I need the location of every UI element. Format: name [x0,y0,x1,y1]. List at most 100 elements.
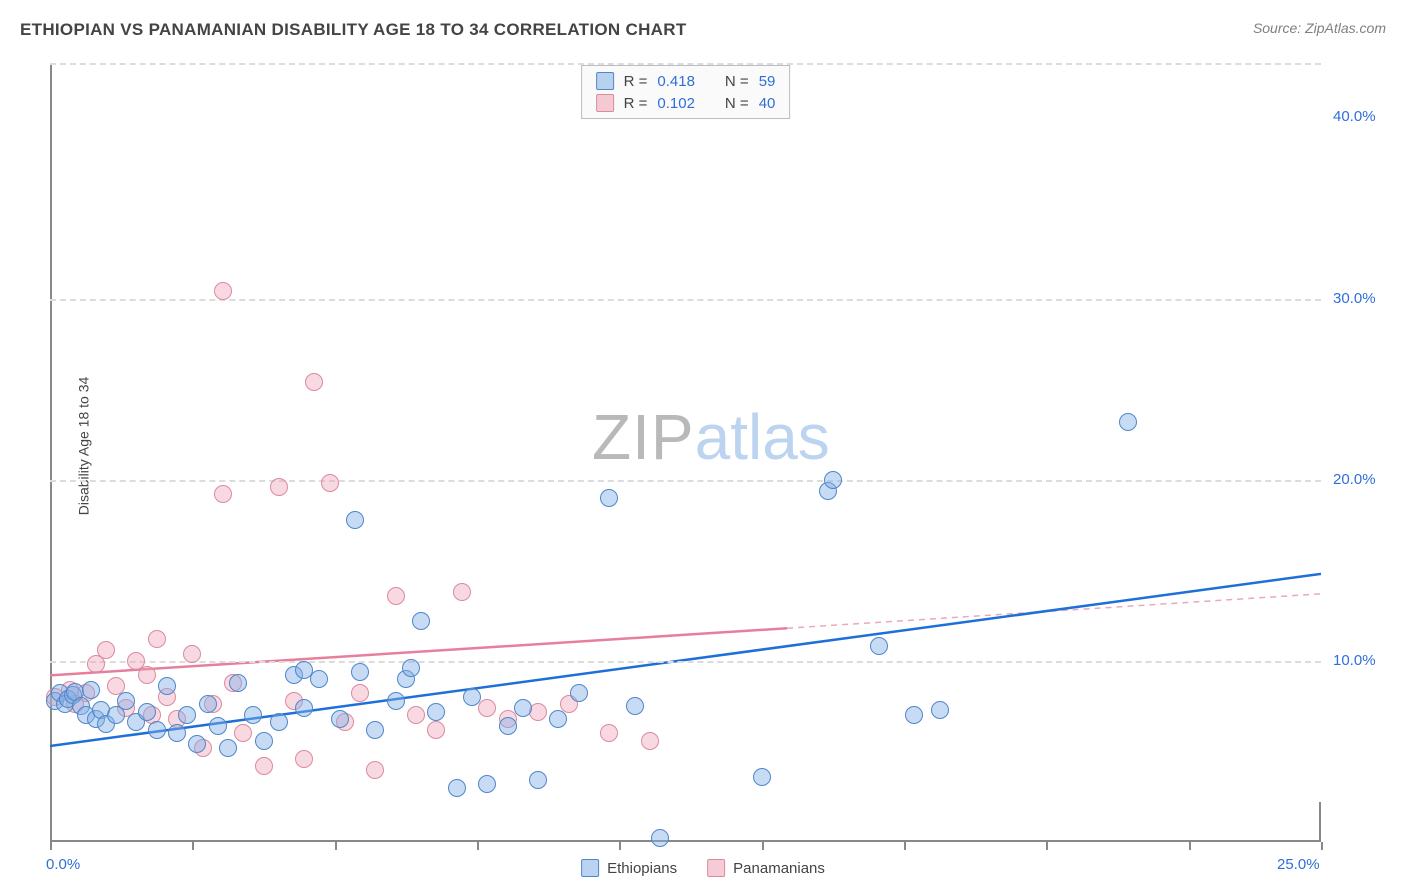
legend-correlation: R = 0.418 N = 59 R = 0.102 N = 40 [581,65,791,119]
chart-title: ETHIOPIAN VS PANAMANIAN DISABILITY AGE 1… [20,20,687,39]
scatter-point [234,724,252,742]
scatter-point [214,485,232,503]
scatter-point [402,659,420,677]
grid-line [50,299,1321,301]
y-tick-label: 10.0% [1333,652,1376,669]
legend-label: Ethiopians [607,860,677,877]
n-label: N = [725,73,749,90]
scatter-point [529,771,547,789]
scatter-point [412,612,430,630]
scatter-point [463,688,481,706]
x-tick [477,842,479,850]
scatter-chart: ZIPatlas R = 0.418 N = 59 R = 0.102 N = … [50,63,1321,842]
scatter-point [229,674,247,692]
scatter-point [138,666,156,684]
grid-line [50,661,1321,663]
grid-line [50,480,1321,482]
scatter-point [478,775,496,793]
scatter-point [97,641,115,659]
scatter-point [514,699,532,717]
scatter-point [331,710,349,728]
x-axis-line [50,840,1321,842]
scatter-point [448,779,466,797]
scatter-point [199,695,217,713]
scatter-point [366,721,384,739]
scatter-point [209,717,227,735]
x-tick [762,842,764,850]
legend-row-blue: R = 0.418 N = 59 [596,72,776,90]
scatter-point [351,684,369,702]
scatter-point [295,699,313,717]
x-tick [335,842,337,850]
scatter-point [244,706,262,724]
scatter-point [255,757,273,775]
scatter-point [529,703,547,721]
scatter-point [214,282,232,300]
scatter-point [453,583,471,601]
scatter-point [626,697,644,715]
scatter-point [295,661,313,679]
n-value: 59 [759,73,776,90]
scatter-point [366,761,384,779]
r-value: 0.418 [657,73,695,90]
r-label: R = [624,95,648,112]
scatter-point [600,724,618,742]
y-axis-line [50,63,52,842]
y-axis-right-stub [1319,802,1321,842]
scatter-point [905,706,923,724]
legend-series: Ethiopians Panamanians [581,859,825,877]
scatter-point [478,699,496,717]
scatter-point [295,750,313,768]
r-value: 0.102 [657,95,695,112]
grid-line [50,63,1321,65]
scatter-point [148,630,166,648]
scatter-point [321,474,339,492]
y-tick-label: 30.0% [1333,290,1376,307]
swatch-blue-icon [596,72,614,90]
scatter-point [270,478,288,496]
scatter-point [219,739,237,757]
scatter-point [387,692,405,710]
x-tick [1189,842,1191,850]
r-label: R = [624,73,648,90]
scatter-point [407,706,425,724]
scatter-point [255,732,273,750]
scatter-point [570,684,588,702]
scatter-point [1119,413,1137,431]
scatter-point [600,489,618,507]
scatter-point [824,471,842,489]
x-tick-label: 0.0% [46,856,80,873]
legend-label: Panamanians [733,860,825,877]
scatter-point [117,692,135,710]
scatter-point [641,732,659,750]
y-tick-label: 40.0% [1333,108,1376,125]
scatter-point [427,721,445,739]
scatter-point [148,721,166,739]
trend-line [787,594,1321,628]
scatter-point [305,373,323,391]
scatter-point [753,768,771,786]
swatch-blue-icon [581,859,599,877]
scatter-point [870,637,888,655]
scatter-point [178,706,196,724]
watermark: ZIPatlas [592,400,830,474]
scatter-point [931,701,949,719]
swatch-pink-icon [707,859,725,877]
scatter-point [310,670,328,688]
x-tick [192,842,194,850]
scatter-point [82,681,100,699]
scatter-point [427,703,445,721]
x-tick [904,842,906,850]
swatch-pink-icon [596,94,614,112]
scatter-point [346,511,364,529]
scatter-point [387,587,405,605]
source-label: Source: ZipAtlas.com [1253,20,1386,36]
scatter-point [499,717,517,735]
scatter-point [270,713,288,731]
scatter-point [351,663,369,681]
x-tick-label: 25.0% [1277,856,1320,873]
scatter-point [183,645,201,663]
scatter-point [188,735,206,753]
legend-item-ethiopians: Ethiopians [581,859,677,877]
x-tick [619,842,621,850]
